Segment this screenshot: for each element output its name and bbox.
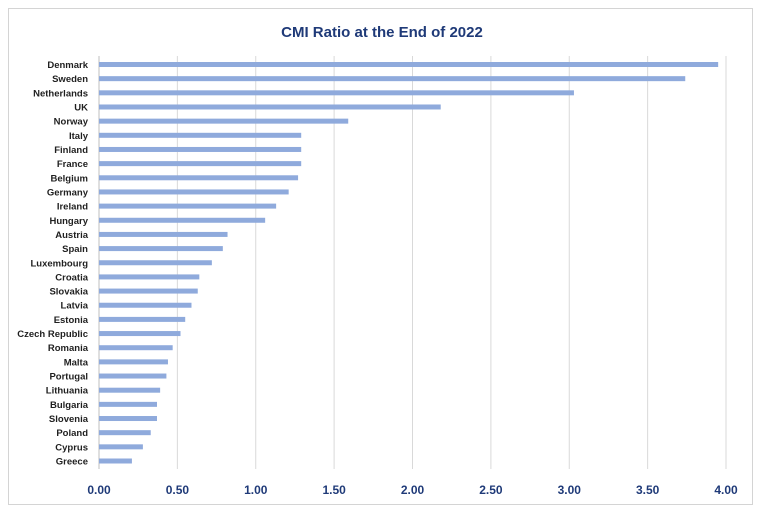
bar — [99, 76, 686, 82]
bar — [99, 316, 186, 322]
category-label: Cyprus — [55, 442, 88, 453]
category-label: Slovakia — [49, 287, 88, 298]
category-label: Denmark — [47, 60, 88, 71]
x-tick-label: 3.50 — [636, 483, 660, 497]
bar — [99, 359, 168, 365]
category-label: Austria — [55, 230, 88, 241]
x-tick-label: 3.00 — [558, 483, 582, 497]
bar — [99, 132, 302, 138]
category-label: Portugal — [49, 372, 88, 383]
bar — [99, 189, 289, 195]
category-label: Slovenia — [49, 414, 89, 425]
category-label: France — [57, 159, 88, 170]
category-label: Lithuania — [46, 386, 89, 397]
bars — [99, 62, 719, 464]
category-label: Croatia — [55, 272, 88, 283]
x-tick-label: 2.00 — [401, 483, 425, 497]
x-tick-label: 1.00 — [244, 483, 268, 497]
bar — [99, 401, 157, 407]
bar — [99, 416, 157, 422]
x-tick-label: 4.00 — [714, 483, 738, 497]
x-tick-label: 1.50 — [322, 483, 346, 497]
x-tick-labels: 0.00 0.50 1.00 1.50 2.00 2.50 3.00 3.50 4.00 — [87, 483, 738, 497]
category-label: Latvia — [61, 301, 89, 312]
bar — [99, 345, 173, 351]
bar — [99, 246, 223, 252]
category-label: Poland — [56, 428, 88, 439]
bar — [99, 104, 441, 110]
x-tick-label: 0.00 — [87, 483, 111, 497]
bar — [99, 331, 181, 337]
category-label: Estonia — [54, 315, 89, 326]
chart-title: CMI Ratio at the End of 2022 — [281, 24, 483, 41]
x-tick-label: 2.50 — [479, 483, 503, 497]
bar — [99, 387, 161, 393]
category-label: Ireland — [57, 202, 88, 213]
category-label: Germany — [47, 187, 89, 198]
bar — [99, 444, 143, 450]
bar — [99, 161, 302, 167]
bar — [99, 260, 212, 266]
category-label: Romania — [48, 343, 89, 354]
bar — [99, 302, 192, 308]
category-label: Sweden — [52, 74, 88, 85]
category-label: Greece — [56, 457, 88, 468]
category-label: Belgium — [51, 173, 88, 184]
category-label: Finland — [54, 145, 88, 156]
bar — [99, 458, 132, 464]
bar — [99, 146, 302, 152]
category-label: Luxembourg — [30, 258, 88, 269]
bar — [99, 90, 574, 96]
category-label: Czech Republic — [17, 329, 88, 340]
bar — [99, 217, 266, 223]
bar — [99, 118, 349, 124]
bar — [99, 203, 277, 209]
x-tick-label: 0.50 — [166, 483, 190, 497]
category-label: Norway — [54, 117, 89, 128]
bar — [99, 62, 719, 67]
bar — [99, 373, 167, 379]
category-labels: Denmark Sweden Netherlands UK Norway Italy Fin… — [17, 60, 88, 468]
category-label: Spain — [62, 244, 88, 255]
category-label: UK — [74, 102, 88, 113]
bar — [99, 231, 228, 237]
category-label: Hungary — [49, 216, 88, 227]
category-label: Italy — [69, 131, 89, 142]
bar — [99, 430, 151, 436]
bar — [99, 274, 200, 280]
category-label: Netherlands — [33, 88, 88, 99]
bar — [99, 288, 198, 294]
gridlines — [98, 56, 727, 469]
category-label: Bulgaria — [50, 400, 89, 411]
bar — [99, 175, 299, 181]
category-label: Malta — [64, 357, 89, 368]
